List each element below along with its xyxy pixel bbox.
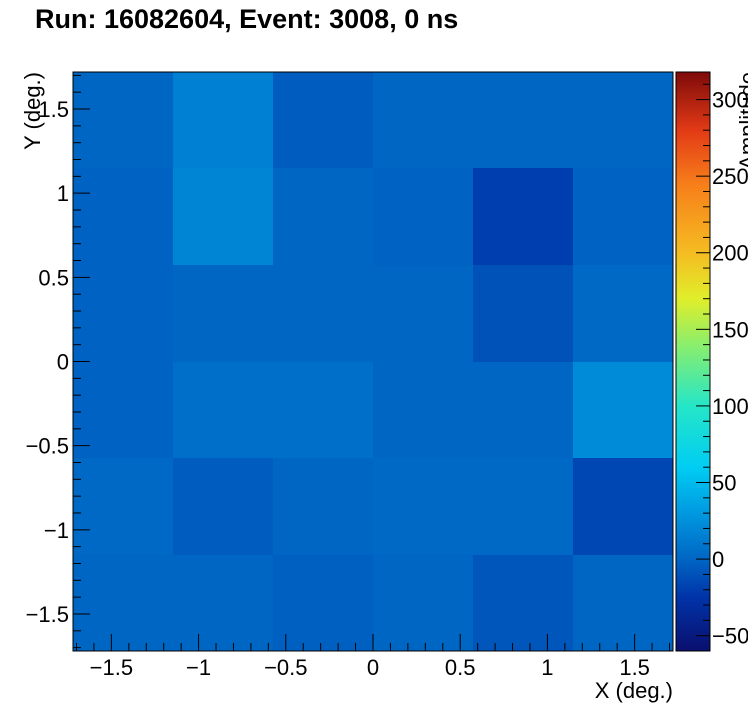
color-scale-bar bbox=[675, 71, 711, 652]
heatmap-cell bbox=[373, 265, 473, 362]
heatmap-cell bbox=[373, 362, 473, 458]
x-tick-label: 1 bbox=[541, 655, 553, 680]
colorbar-tick-label: −50 bbox=[712, 624, 748, 649]
y-tick-label: −1 bbox=[44, 518, 69, 543]
heatmap-cell bbox=[73, 362, 173, 458]
colorbar-tick-label: 0 bbox=[712, 547, 724, 572]
heatmap-cell bbox=[573, 458, 673, 555]
x-tick-label: 1.5 bbox=[619, 655, 650, 680]
heatmap-cell bbox=[573, 72, 673, 168]
heatmap-cell bbox=[73, 72, 173, 168]
x-tick-label: −1 bbox=[186, 655, 211, 680]
heatmap-cell bbox=[273, 458, 373, 555]
heatmap-cell bbox=[473, 72, 573, 168]
heatmap-cell bbox=[173, 362, 273, 458]
y-tick-label: 0.5 bbox=[38, 265, 69, 290]
colorbar-tick-label: 50 bbox=[712, 471, 736, 496]
chart-title: Run: 16082604, Event: 3008, 0 ns bbox=[35, 4, 459, 34]
heatmap-cell bbox=[373, 168, 473, 265]
heatmap-cell bbox=[273, 168, 373, 265]
colorbar-tick-label: 100 bbox=[712, 394, 748, 419]
heatmap-cell bbox=[273, 72, 373, 168]
x-tick-label: 0.5 bbox=[445, 655, 476, 680]
heatmap-cell bbox=[173, 265, 273, 362]
y-tick-label: 0 bbox=[57, 350, 69, 375]
heatmap-cell bbox=[473, 458, 573, 555]
y-tick-label: 1 bbox=[57, 181, 69, 206]
colorbar-label: Amplitude bbox=[735, 72, 748, 170]
y-tick-label: −0.5 bbox=[26, 434, 69, 459]
heatmap-cell bbox=[373, 458, 473, 555]
heatmap-cell bbox=[273, 555, 373, 651]
heatmap-cell bbox=[373, 555, 473, 651]
heatmap-cell bbox=[473, 265, 573, 362]
heatmap-cell bbox=[173, 458, 273, 555]
heatmap-cell bbox=[473, 362, 573, 458]
heatmap-cell bbox=[573, 362, 673, 458]
heatmap-cell bbox=[273, 362, 373, 458]
heatmap-cell bbox=[473, 555, 573, 651]
heatmap-cell bbox=[173, 555, 273, 651]
x-tick-label: −1.5 bbox=[90, 655, 133, 680]
heatmap-cell bbox=[373, 72, 473, 168]
colorbar-tick-label: 300 bbox=[712, 88, 748, 113]
y-tick-label: 1.5 bbox=[38, 97, 69, 122]
colorbar-tick-label: 250 bbox=[712, 164, 748, 189]
heatmap-cell bbox=[273, 265, 373, 362]
heatmap-cell bbox=[73, 265, 173, 362]
colorbar-tick-label: 150 bbox=[712, 317, 748, 342]
heatmap-cell bbox=[73, 168, 173, 265]
heatmap-cell bbox=[573, 168, 673, 265]
heatmap-cell bbox=[473, 168, 573, 265]
heatmap-cell bbox=[173, 168, 273, 265]
y-axis-label: Y (deg.) bbox=[20, 72, 45, 150]
y-tick-label: −1.5 bbox=[26, 602, 69, 627]
x-tick-label: −0.5 bbox=[264, 655, 307, 680]
heatmap-cell bbox=[73, 458, 173, 555]
heatmap-cell bbox=[173, 72, 273, 168]
heatmap-cell bbox=[73, 555, 173, 651]
x-axis-label: X (deg.) bbox=[595, 678, 673, 703]
x-tick-label: 0 bbox=[367, 655, 379, 680]
colorbar-tick-label: 200 bbox=[712, 241, 748, 266]
heatmap-cell bbox=[573, 555, 673, 651]
heatmap-cell bbox=[573, 265, 673, 362]
